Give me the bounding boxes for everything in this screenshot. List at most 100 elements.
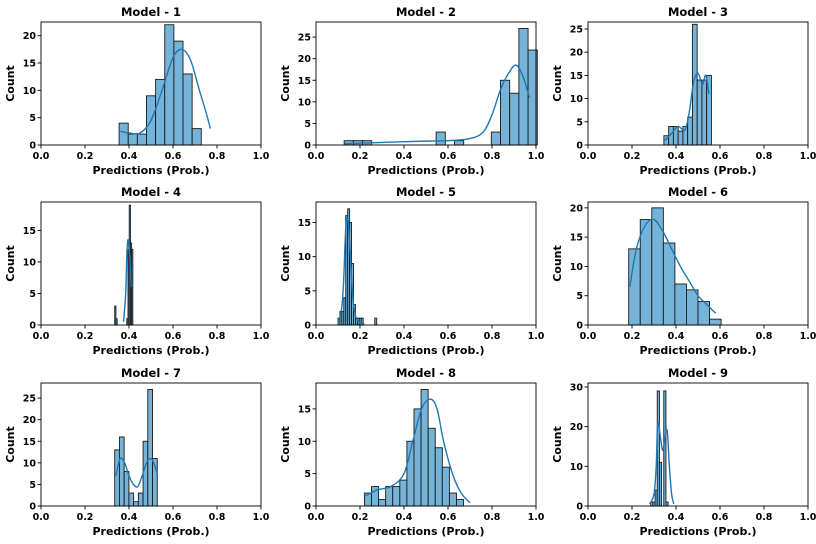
histogram-bar <box>127 133 138 146</box>
histogram-bar <box>118 122 129 146</box>
kde-curve <box>664 72 710 141</box>
x-tick-label: 0.6 <box>165 331 182 342</box>
subplot-8: 0.0 0.2 0.4 0.6 0.8 1.0 0 5 10 15 Model - 8 Predict… <box>279 366 545 538</box>
x-tick-label: 0.4 <box>121 512 138 523</box>
y-tick-label: 10 <box>23 86 37 97</box>
y-tick-label: 20 <box>23 415 37 426</box>
kde-curve <box>364 398 471 504</box>
x-tick-label: 1.0 <box>253 331 270 342</box>
y-tick-label: 20 <box>570 203 584 214</box>
y-tick-label: 0 <box>29 321 36 332</box>
histogram-bar <box>454 140 465 146</box>
y-tick-label: 5 <box>304 119 311 130</box>
histogram-bar <box>709 318 722 326</box>
histogram-bar <box>378 499 387 507</box>
histogram-bar <box>191 128 202 146</box>
x-tick-label: 0.6 <box>440 512 457 523</box>
y-tick-label: 15 <box>298 76 311 87</box>
histogram-bar <box>123 471 130 507</box>
x-tick-label: 0.2 <box>77 151 94 162</box>
x-tick-label: 0.4 <box>668 151 685 162</box>
kde-curve <box>344 64 531 145</box>
x-tick-label: 1.0 <box>253 151 270 162</box>
kde-curve <box>648 421 675 505</box>
histogram-bar <box>155 78 166 146</box>
y-tick-label: 0 <box>304 321 311 332</box>
histogram-bar <box>131 248 134 326</box>
axes-frame <box>587 382 809 507</box>
y-axis-label: Count <box>551 426 564 463</box>
x-tick-label: 0.0 <box>580 151 597 162</box>
histogram-bar <box>142 440 149 507</box>
y-tick-label: 15 <box>570 233 583 244</box>
subplot-2: 0.0 0.2 0.4 0.6 0.8 1.0 0 5 10 15 20 25 Model - 2 Pre… <box>279 5 545 177</box>
histogram-bar <box>137 492 144 507</box>
x-tick-label: 0.8 <box>756 151 773 162</box>
axes-frame <box>587 201 809 326</box>
axes-frame <box>40 201 262 326</box>
y-tick-label: 10 <box>570 262 584 273</box>
y-tick-label: 25 <box>570 24 583 35</box>
x-tick-label: 0.2 <box>624 331 641 342</box>
chart-title: Model - 9 <box>668 366 728 380</box>
y-axis-label: Count <box>551 245 564 282</box>
x-tick-label: 1.0 <box>800 331 816 342</box>
histogram-bar <box>448 492 457 507</box>
y-tick-label: 25 <box>23 394 36 405</box>
kde-curve <box>122 239 132 322</box>
histogram-bar <box>136 133 147 146</box>
subplot-6: 0.0 0.2 0.4 0.6 0.8 1.0 0 5 10 15 20 Model - 6 Predi… <box>551 185 816 357</box>
y-axis-label: Count <box>4 245 17 282</box>
x-tick-label: 1.0 <box>528 331 545 342</box>
y-tick-label: 15 <box>23 437 36 448</box>
histogram-bar <box>114 449 120 507</box>
y-tick-label: 5 <box>29 289 36 300</box>
y-tick-label: 15 <box>23 59 36 70</box>
histogram-bar <box>441 466 450 507</box>
x-tick-label: 0.0 <box>308 151 325 162</box>
histogram-bar <box>490 131 501 146</box>
x-tick-label: 0.0 <box>580 512 597 523</box>
chart-title: Model - 6 <box>668 185 728 199</box>
y-tick-label: 25 <box>298 33 311 44</box>
y-tick-label: 5 <box>29 113 36 124</box>
y-tick-label: 0 <box>29 502 36 513</box>
x-tick-label: 0.8 <box>209 512 226 523</box>
x-tick-label: 0.2 <box>77 331 94 342</box>
y-tick-label: 10 <box>23 257 37 268</box>
histogram-bar <box>658 461 663 507</box>
x-tick-label: 0.6 <box>165 512 182 523</box>
histogram-bar <box>182 73 193 146</box>
y-tick-label: 10 <box>570 462 584 473</box>
y-tick-label: 5 <box>304 286 311 297</box>
axes-frame <box>315 201 537 326</box>
y-tick-label: 20 <box>298 54 312 65</box>
histogram-bar <box>392 486 401 507</box>
y-tick-label: 0 <box>304 502 311 513</box>
chart-title: Model - 3 <box>668 5 728 19</box>
subplot-4: 0.0 0.2 0.4 0.6 0.8 1.0 0 5 10 15 Model - 4 Predict… <box>4 185 270 357</box>
y-tick-label: 20 <box>570 48 584 59</box>
histogram-bar <box>696 79 703 146</box>
kde-curve <box>337 217 365 325</box>
x-axis-label: Predictions (Prob.) <box>367 164 484 177</box>
x-tick-label: 1.0 <box>800 512 816 523</box>
y-tick-label: 0 <box>576 502 583 513</box>
y-axis-label: Count <box>279 65 292 102</box>
y-tick-label: 5 <box>304 469 311 480</box>
x-tick-label: 0.4 <box>396 331 413 342</box>
y-tick-label: 10 <box>298 252 312 263</box>
histogram-bar <box>399 479 408 507</box>
axes-frame <box>40 382 262 507</box>
histogram-bar <box>374 317 378 326</box>
subplot-7: 0.0 0.2 0.4 0.6 0.8 1.0 0 5 10 15 20 25 Model - 7 Pre… <box>4 366 270 538</box>
histogram-bar <box>427 427 436 507</box>
axes-frame <box>587 21 809 146</box>
x-tick-label: 0.8 <box>484 512 501 523</box>
y-tick-label: 0 <box>304 141 311 152</box>
y-tick-label: 5 <box>576 291 583 302</box>
histogram-bar <box>701 79 708 146</box>
x-tick-label: 0.4 <box>121 331 138 342</box>
x-tick-label: 0.4 <box>396 151 413 162</box>
x-tick-label: 0.6 <box>440 331 457 342</box>
